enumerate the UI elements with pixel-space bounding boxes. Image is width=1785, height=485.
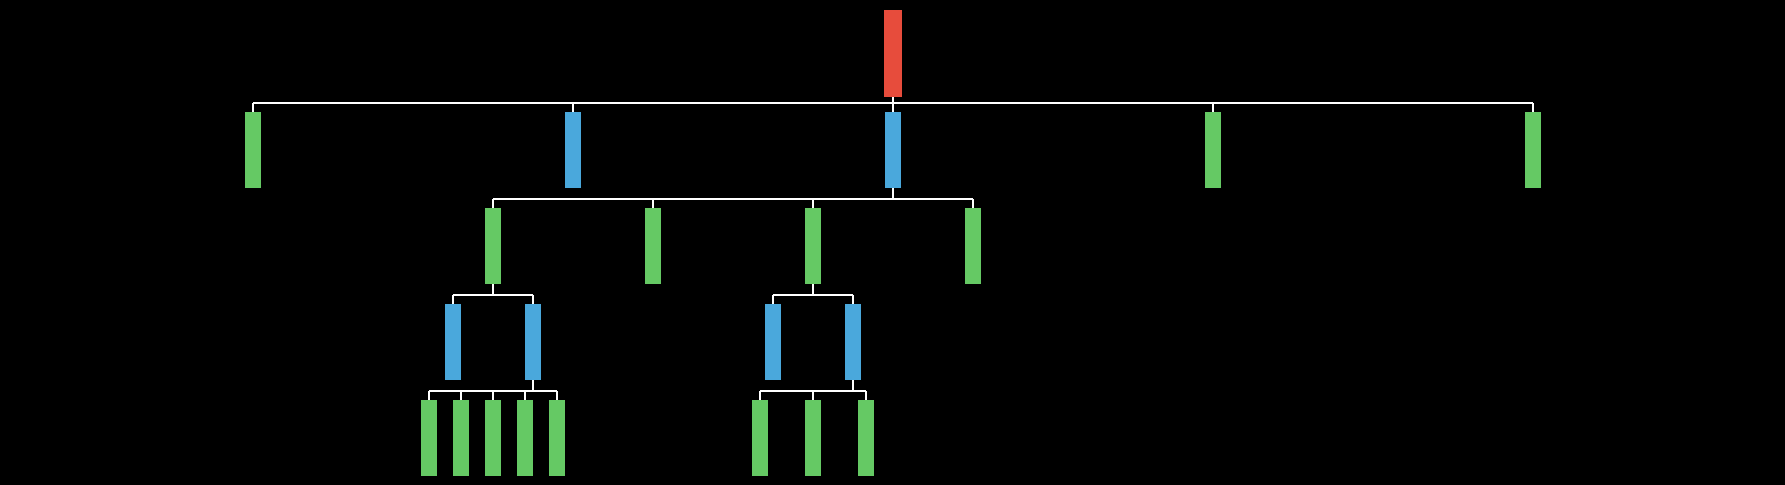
tree-node-leaf-n3-3	[805, 208, 821, 284]
tree-node-leaf-n3-1-2-3	[485, 400, 501, 476]
tree-node-leaf-n3-3-2-2	[805, 400, 821, 476]
tree-node-leaf-n5	[1525, 112, 1541, 188]
tree-node-internal-n3	[885, 112, 901, 188]
tree-node-leaf-n1	[245, 112, 261, 188]
tree-node-leaf-n3-2	[645, 208, 661, 284]
tree-node-internal-n3-3-1	[765, 304, 781, 380]
tree-edges	[252, 97, 1534, 400]
tree-node-leaf-n3-1-2-2	[453, 400, 469, 476]
tree-node-leaf-n3-1-2-1	[421, 400, 437, 476]
tree-node-root-root	[884, 10, 902, 97]
tree-node-leaf-n3-4	[965, 208, 981, 284]
tree-node-leaf-n3-3-2-1	[752, 400, 768, 476]
tree-nodes	[245, 10, 1541, 476]
tree-node-internal-n2	[565, 112, 581, 188]
tree-node-internal-n3-1-2	[525, 304, 541, 380]
tree-node-leaf-n3-1	[485, 208, 501, 284]
tree-node-leaf-n3-1-2-5	[549, 400, 565, 476]
tree-node-internal-n3-1-1	[445, 304, 461, 380]
tree-node-leaf-n3-1-2-4	[517, 400, 533, 476]
tree-node-internal-n3-3-2	[845, 304, 861, 380]
tree-node-leaf-n3-3-2-3	[858, 400, 874, 476]
tree-node-leaf-n4	[1205, 112, 1221, 188]
